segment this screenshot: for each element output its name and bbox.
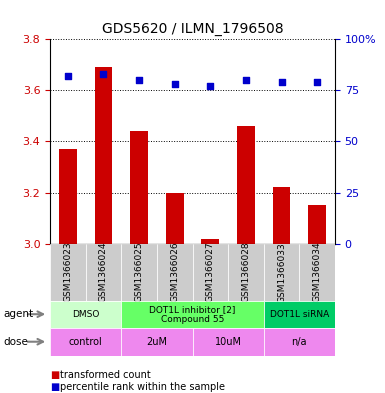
- FancyBboxPatch shape: [192, 244, 228, 301]
- Bar: [59, 149, 77, 244]
- Point: [207, 83, 213, 90]
- FancyBboxPatch shape: [264, 244, 300, 301]
- Point: [65, 73, 71, 79]
- Text: GSM1366026: GSM1366026: [170, 242, 179, 303]
- FancyBboxPatch shape: [264, 328, 335, 356]
- Text: 2uM: 2uM: [146, 337, 167, 347]
- Text: agent: agent: [4, 309, 34, 320]
- FancyBboxPatch shape: [228, 244, 264, 301]
- Text: GSM1366028: GSM1366028: [241, 242, 250, 303]
- Text: 10uM: 10uM: [214, 337, 242, 347]
- Bar: [201, 239, 219, 244]
- Point: [100, 71, 107, 77]
- Text: GSM1366034: GSM1366034: [313, 242, 321, 303]
- Text: ■: ■: [50, 370, 59, 380]
- Text: GSM1366033: GSM1366033: [277, 242, 286, 303]
- Text: GSM1366025: GSM1366025: [135, 242, 144, 303]
- FancyBboxPatch shape: [157, 244, 192, 301]
- Text: ■: ■: [50, 382, 59, 392]
- Text: DOT1L siRNA: DOT1L siRNA: [270, 310, 329, 319]
- Text: GSM1366024: GSM1366024: [99, 242, 108, 302]
- Point: [172, 81, 178, 87]
- Bar: [95, 67, 112, 244]
- Text: GDS5620 / ILMN_1796508: GDS5620 / ILMN_1796508: [102, 22, 283, 37]
- FancyBboxPatch shape: [192, 328, 264, 356]
- FancyBboxPatch shape: [121, 301, 264, 328]
- Text: GSM1366023: GSM1366023: [64, 242, 72, 303]
- Bar: [237, 126, 255, 244]
- FancyBboxPatch shape: [121, 244, 157, 301]
- FancyBboxPatch shape: [300, 244, 335, 301]
- Text: n/a: n/a: [291, 337, 307, 347]
- FancyBboxPatch shape: [50, 301, 121, 328]
- Bar: [273, 187, 290, 244]
- FancyBboxPatch shape: [264, 301, 335, 328]
- Bar: [308, 205, 326, 244]
- Point: [136, 77, 142, 83]
- Text: GSM1366027: GSM1366027: [206, 242, 215, 303]
- Point: [314, 79, 320, 85]
- Text: control: control: [69, 337, 102, 347]
- Text: DMSO: DMSO: [72, 310, 99, 319]
- Text: DOT1L inhibitor [2]
Compound 55: DOT1L inhibitor [2] Compound 55: [149, 305, 236, 324]
- Text: dose: dose: [4, 337, 29, 347]
- Bar: [130, 131, 148, 244]
- Point: [243, 77, 249, 83]
- FancyBboxPatch shape: [50, 244, 85, 301]
- FancyBboxPatch shape: [85, 244, 121, 301]
- Text: transformed count: transformed count: [60, 370, 151, 380]
- Bar: [166, 193, 184, 244]
- Point: [278, 79, 285, 85]
- FancyBboxPatch shape: [50, 328, 121, 356]
- Text: percentile rank within the sample: percentile rank within the sample: [60, 382, 225, 392]
- FancyBboxPatch shape: [121, 328, 192, 356]
